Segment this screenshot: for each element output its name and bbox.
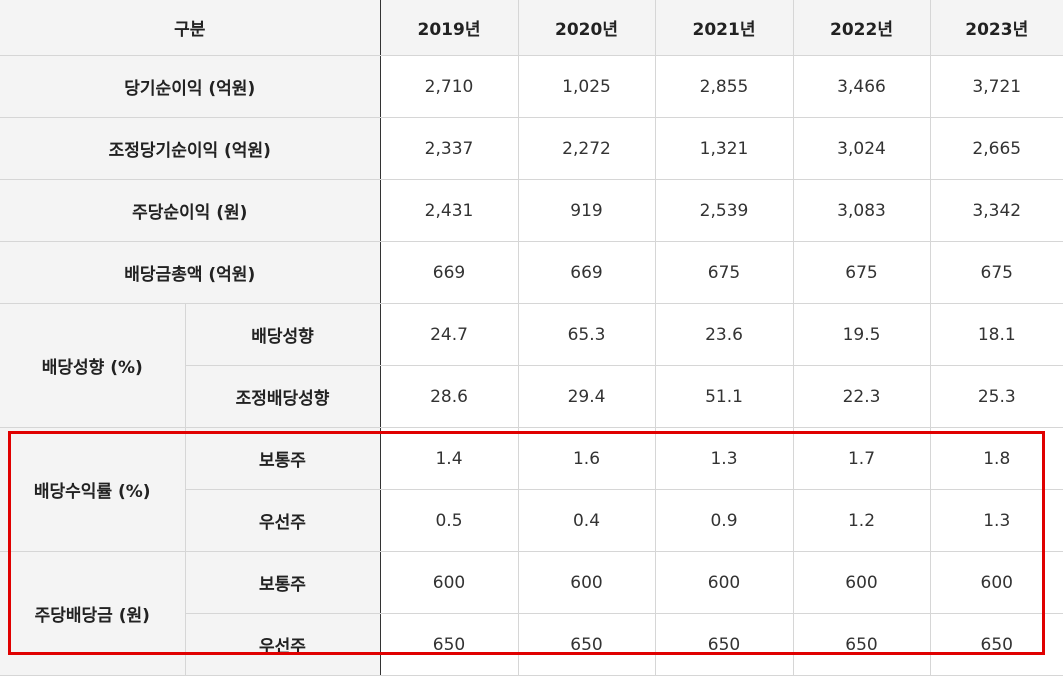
table-cell: 18.1 [930,303,1063,366]
row-label: 조정당기순이익 (억원) [0,117,381,180]
table-cell: 0.9 [655,489,794,552]
table-cell: 65.3 [518,303,656,366]
table-cell: 650 [380,613,519,676]
table-cell: 1.3 [655,427,794,490]
table-cell: 669 [380,241,519,304]
header-year: 2021년 [655,0,794,56]
subrow-label: 조정배당성향 [185,365,381,428]
table-cell: 22.3 [793,365,931,428]
table-cell: 3,024 [793,117,931,180]
header-year: 2019년 [380,0,519,56]
table-cell: 2,272 [518,117,656,180]
header-year: 2022년 [793,0,931,56]
table-cell: 1.3 [930,489,1063,552]
table-cell: 675 [930,241,1063,304]
table-cell: 2,431 [380,179,519,242]
table-cell: 2,710 [380,55,519,118]
table-cell: 650 [655,613,794,676]
table-cell: 1.8 [930,427,1063,490]
table-cell: 919 [518,179,656,242]
table-cell: 19.5 [793,303,931,366]
row-label: 주당순이익 (원) [0,179,381,242]
table-cell: 600 [930,551,1063,614]
table-cell: 2,855 [655,55,794,118]
table-cell: 2,665 [930,117,1063,180]
table-cell: 675 [655,241,794,304]
table-cell: 2,337 [380,117,519,180]
table-cell: 29.4 [518,365,656,428]
table-row: 배당수익률 (%) 보통주 1.4 1.6 1.3 1.7 1.8 [0,427,1063,552]
header-category: 구분 [0,0,381,56]
subrow-label: 우선주 [185,489,381,552]
table-cell: 600 [655,551,794,614]
row-label: 배당금총액 (억원) [0,241,381,304]
group-label: 주당배당금 (원) [0,551,186,676]
table-cell: 2,539 [655,179,794,242]
table-cell: 51.1 [655,365,794,428]
header-year: 2023년 [930,0,1063,56]
table-row: 조정배당성향 28.6 29.4 51.1 22.3 25.3 [0,365,1063,428]
table-cell: 1,025 [518,55,656,118]
table-row: 우선주 0.5 0.4 0.9 1.2 1.3 [0,489,1063,552]
table-cell: 669 [518,241,656,304]
table-cell: 3,342 [930,179,1063,242]
table-cell: 25.3 [930,365,1063,428]
table-cell: 1,321 [655,117,794,180]
table-row: 주당순이익 (원) 2,431 919 2,539 3,083 3,342 [0,179,1063,242]
group-label: 배당성향 (%) [0,303,186,428]
table-cell: 3,721 [930,55,1063,118]
table-cell: 3,083 [793,179,931,242]
table-row: 주당배당금 (원) 보통주 600 600 600 600 600 [0,551,1063,676]
table-cell: 600 [380,551,519,614]
table-cell: 1.2 [793,489,931,552]
subrow-label: 보통주 [185,551,381,614]
table-row: 배당금총액 (억원) 669 669 675 675 675 [0,241,1063,304]
row-label: 당기순이익 (억원) [0,55,381,118]
table-cell: 650 [518,613,656,676]
table-row: 조정당기순이익 (억원) 2,337 2,272 1,321 3,024 2,6… [0,117,1063,180]
table-cell: 23.6 [655,303,794,366]
table-cell: 3,466 [793,55,931,118]
table-cell: 28.6 [380,365,519,428]
table-cell: 675 [793,241,931,304]
table-row: 배당성향 (%) 배당성향 24.7 65.3 23.6 19.5 18.1 [0,303,1063,428]
header-year: 2020년 [518,0,656,56]
subrow-label: 배당성향 [185,303,381,366]
group-label: 배당수익률 (%) [0,427,186,552]
table-cell: 24.7 [380,303,519,366]
header-row: 구분 2019년 2020년 2021년 2022년 2023년 [0,0,1063,56]
table-cell: 650 [793,613,931,676]
table-cell: 650 [930,613,1063,676]
table-row: 당기순이익 (억원) 2,710 1,025 2,855 3,466 3,721 [0,55,1063,118]
subrow-label: 보통주 [185,427,381,490]
table-cell: 0.5 [380,489,519,552]
table-cell: 1.7 [793,427,931,490]
table-cell: 600 [793,551,931,614]
subrow-label: 우선주 [185,613,381,676]
table-cell: 0.4 [518,489,656,552]
table-cell: 1.4 [380,427,519,490]
table-cell: 600 [518,551,656,614]
table-cell: 1.6 [518,427,656,490]
